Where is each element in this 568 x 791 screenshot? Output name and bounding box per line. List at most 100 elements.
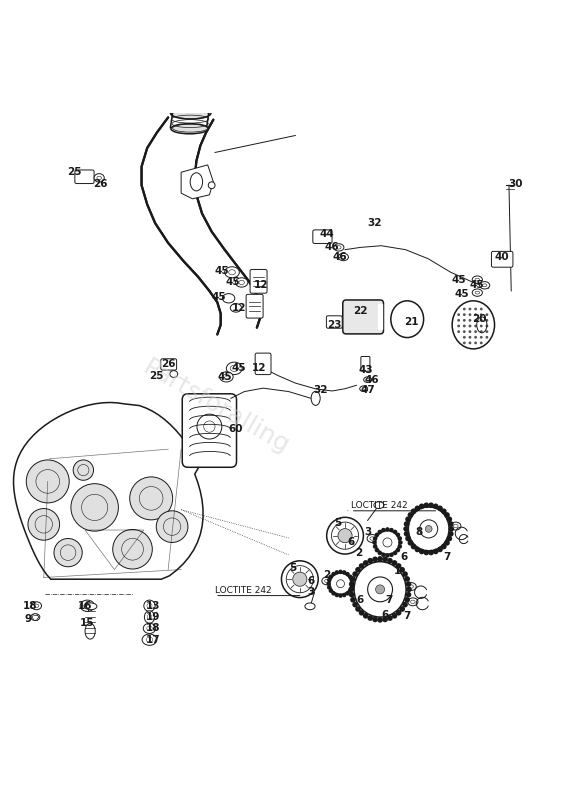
Circle shape (375, 532, 379, 537)
Text: 6: 6 (307, 576, 315, 586)
Text: 8: 8 (415, 528, 422, 537)
FancyBboxPatch shape (327, 316, 342, 328)
Circle shape (373, 536, 377, 541)
Circle shape (398, 536, 402, 541)
Circle shape (387, 615, 393, 621)
Circle shape (345, 572, 350, 577)
Text: 45: 45 (212, 292, 226, 301)
Text: 5: 5 (289, 563, 296, 573)
Circle shape (349, 577, 354, 582)
Circle shape (71, 483, 118, 531)
Text: 44: 44 (319, 229, 334, 240)
Text: 6: 6 (357, 595, 364, 605)
Text: LOCTITE 242: LOCTITE 242 (350, 501, 407, 510)
Circle shape (463, 342, 466, 344)
Ellipse shape (354, 562, 406, 617)
Circle shape (433, 504, 438, 509)
Circle shape (457, 324, 460, 327)
Circle shape (402, 571, 408, 577)
Circle shape (463, 313, 466, 316)
FancyBboxPatch shape (343, 300, 383, 334)
Circle shape (331, 572, 336, 577)
Circle shape (381, 553, 386, 557)
Text: 45: 45 (215, 266, 229, 276)
Circle shape (352, 602, 358, 607)
Text: 6: 6 (347, 537, 354, 547)
Text: 30: 30 (508, 179, 523, 188)
Text: 26: 26 (93, 179, 107, 188)
Ellipse shape (322, 577, 332, 585)
Circle shape (480, 330, 483, 333)
Text: 46: 46 (364, 375, 379, 384)
Circle shape (396, 532, 400, 537)
Circle shape (474, 313, 477, 316)
Circle shape (474, 336, 477, 339)
Circle shape (463, 319, 466, 322)
Circle shape (342, 592, 346, 597)
Ellipse shape (142, 634, 157, 645)
FancyBboxPatch shape (361, 357, 370, 371)
Circle shape (486, 324, 488, 327)
Circle shape (28, 509, 60, 540)
Ellipse shape (374, 501, 384, 509)
Circle shape (446, 536, 452, 541)
Circle shape (415, 505, 420, 511)
Text: 45: 45 (455, 289, 469, 299)
Circle shape (350, 576, 356, 581)
Ellipse shape (305, 603, 315, 610)
Circle shape (480, 308, 483, 310)
Ellipse shape (230, 304, 241, 312)
Circle shape (428, 550, 434, 555)
Text: 43: 43 (358, 365, 373, 375)
Ellipse shape (452, 301, 495, 349)
Circle shape (448, 521, 454, 527)
Circle shape (385, 553, 390, 558)
Circle shape (469, 324, 471, 327)
Text: 46: 46 (325, 242, 339, 252)
Text: 18: 18 (22, 600, 37, 611)
Text: 7: 7 (385, 595, 392, 605)
Ellipse shape (226, 362, 242, 375)
Ellipse shape (171, 123, 208, 134)
Circle shape (73, 460, 94, 480)
Circle shape (112, 529, 152, 569)
Circle shape (335, 592, 339, 597)
Circle shape (350, 581, 354, 586)
FancyBboxPatch shape (313, 230, 332, 244)
Circle shape (404, 521, 410, 527)
Ellipse shape (472, 289, 482, 297)
Circle shape (457, 330, 460, 333)
Ellipse shape (143, 623, 156, 634)
Circle shape (433, 549, 438, 554)
Circle shape (54, 539, 82, 567)
Text: 6: 6 (400, 551, 407, 562)
FancyBboxPatch shape (161, 359, 177, 370)
Ellipse shape (220, 372, 233, 382)
Circle shape (405, 517, 411, 522)
Circle shape (378, 551, 382, 555)
Circle shape (367, 615, 373, 621)
Circle shape (382, 557, 388, 562)
Circle shape (480, 313, 483, 316)
Ellipse shape (85, 603, 97, 610)
Text: 45: 45 (226, 278, 240, 287)
Circle shape (329, 574, 333, 579)
Text: LOCTITE 242: LOCTITE 242 (215, 586, 272, 595)
Circle shape (389, 528, 394, 532)
Circle shape (463, 336, 466, 339)
Text: 25: 25 (68, 167, 82, 177)
Ellipse shape (80, 600, 94, 611)
Circle shape (130, 477, 173, 520)
Circle shape (411, 543, 416, 550)
Text: 32: 32 (314, 385, 328, 395)
Circle shape (398, 540, 403, 545)
Circle shape (406, 587, 412, 592)
Circle shape (377, 556, 383, 562)
Text: 46: 46 (332, 252, 346, 262)
Circle shape (403, 526, 409, 532)
Circle shape (480, 324, 483, 327)
Circle shape (474, 324, 477, 327)
Text: 45: 45 (470, 280, 485, 290)
Ellipse shape (479, 282, 490, 289)
Circle shape (424, 502, 429, 508)
